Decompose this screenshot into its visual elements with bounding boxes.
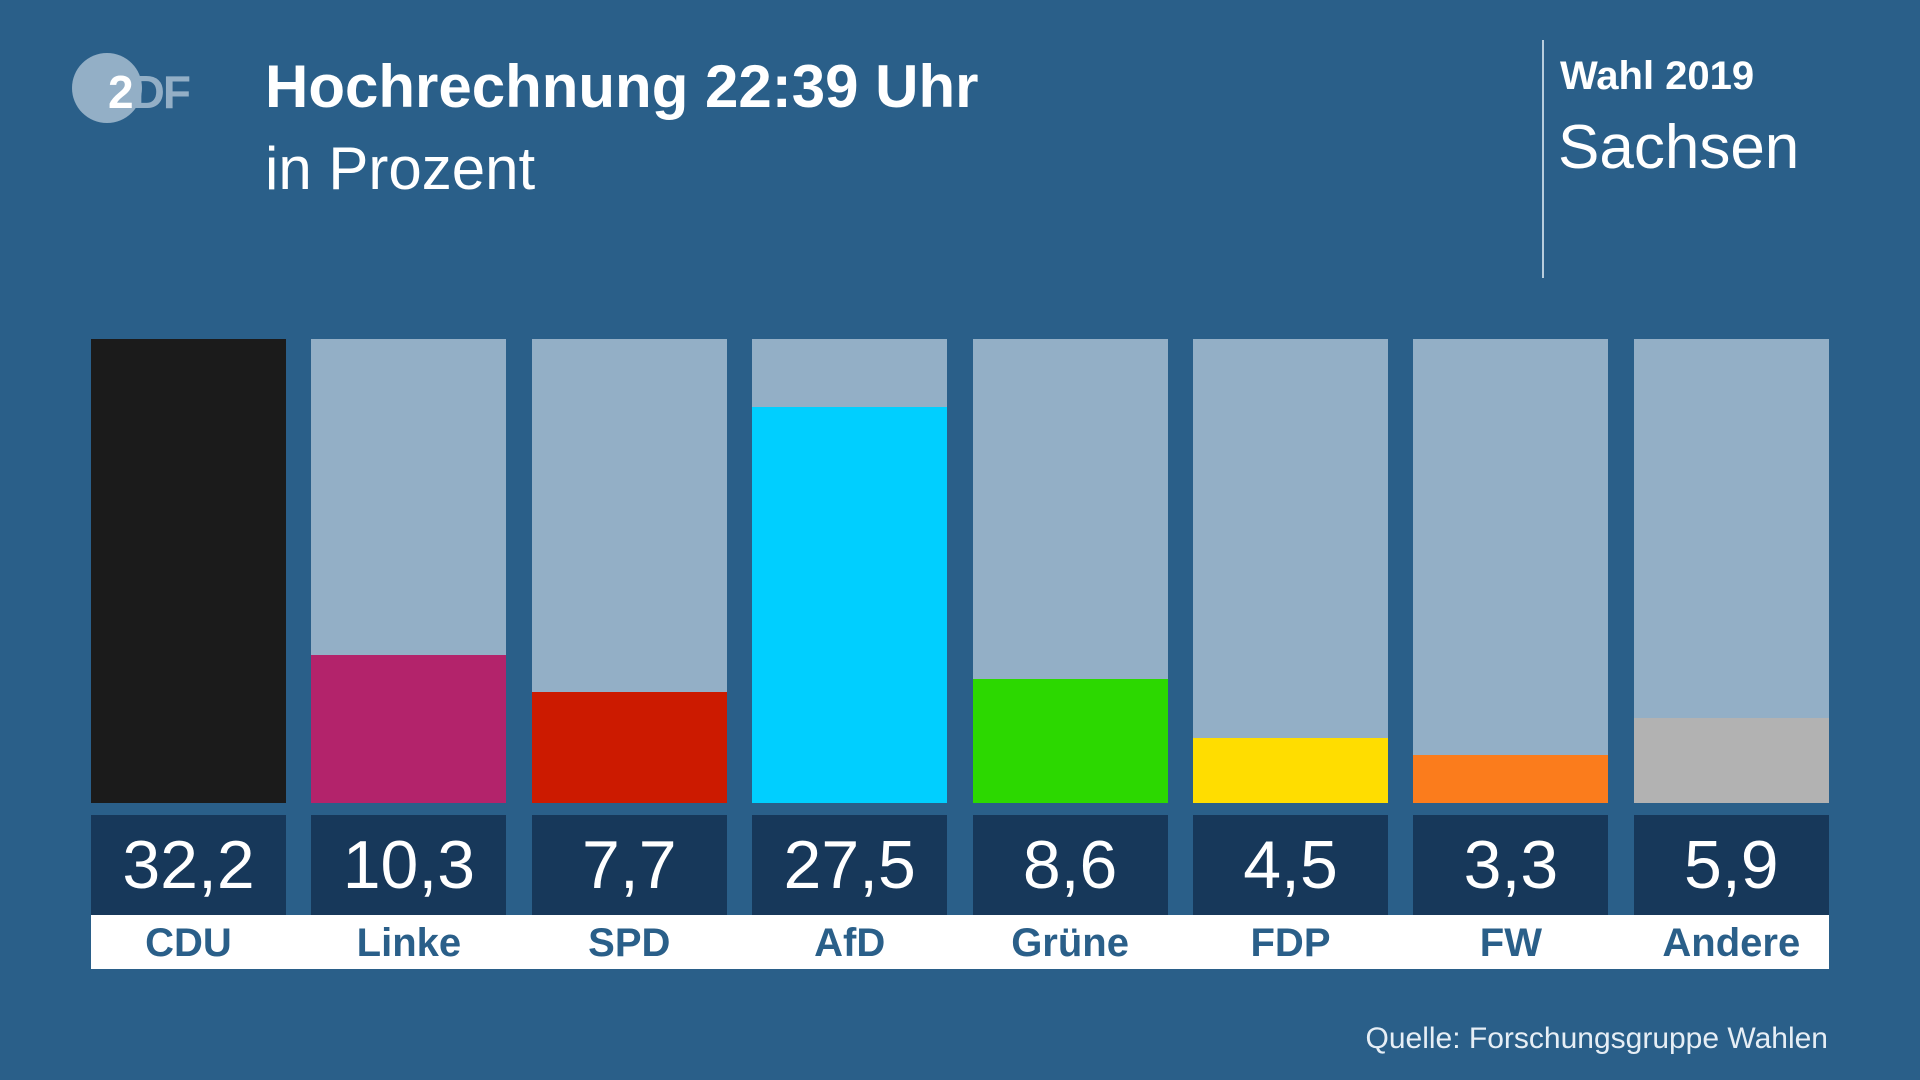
region-label: Sachsen	[1558, 113, 1800, 182]
value-label: 10,3	[311, 815, 507, 915]
divider	[1542, 40, 1544, 278]
bar-linke	[311, 654, 507, 803]
logo-text: 2DF	[108, 66, 191, 118]
chart-subtitle: in Prozent	[265, 135, 536, 202]
election-label: Wahl 2019	[1560, 54, 1755, 98]
bar-track-linke	[311, 339, 507, 803]
party-label: SPD	[588, 921, 671, 965]
bar-track-spd	[531, 339, 727, 803]
bar-fdp	[1193, 738, 1388, 803]
bar-track-afd	[752, 339, 948, 803]
bar-afd	[752, 406, 948, 803]
bar-grüne	[972, 679, 1168, 803]
bar-fw	[1413, 755, 1609, 803]
party-label: AfD	[814, 921, 886, 965]
value-label: 8,6	[972, 815, 1168, 915]
value-label: 27,5	[752, 815, 948, 915]
value-label: 3,3	[1413, 815, 1609, 915]
bar-track-grüne	[972, 339, 1168, 803]
party-label: FDP	[1250, 921, 1331, 965]
source-note: Quelle: Forschungsgruppe Wahlen	[1365, 1022, 1828, 1055]
bar-spd	[531, 692, 727, 803]
value-label: 4,5	[1193, 815, 1388, 915]
bar-track-fw	[1413, 339, 1609, 803]
label-row	[91, 915, 1829, 969]
zdf-logo: 2DF	[72, 53, 202, 125]
bar-cdu	[91, 339, 286, 803]
party-label: Andere	[1662, 921, 1801, 965]
bar-track-cdu	[91, 339, 286, 803]
value-label: 5,9	[1633, 815, 1829, 915]
chart-title: Hochrechnung 22:39 Uhr	[265, 53, 979, 120]
bar-track-fdp	[1193, 339, 1388, 803]
logo-circle	[72, 53, 142, 123]
bar-andere	[1633, 717, 1829, 803]
value-label: 32,2	[91, 815, 286, 915]
party-label: Linke	[356, 921, 462, 965]
party-label: FW	[1479, 921, 1542, 965]
party-label: CDU	[145, 921, 232, 965]
bar-track-andere	[1633, 339, 1829, 803]
party-label: Grüne	[1011, 921, 1129, 965]
value-label: 7,7	[531, 815, 727, 915]
